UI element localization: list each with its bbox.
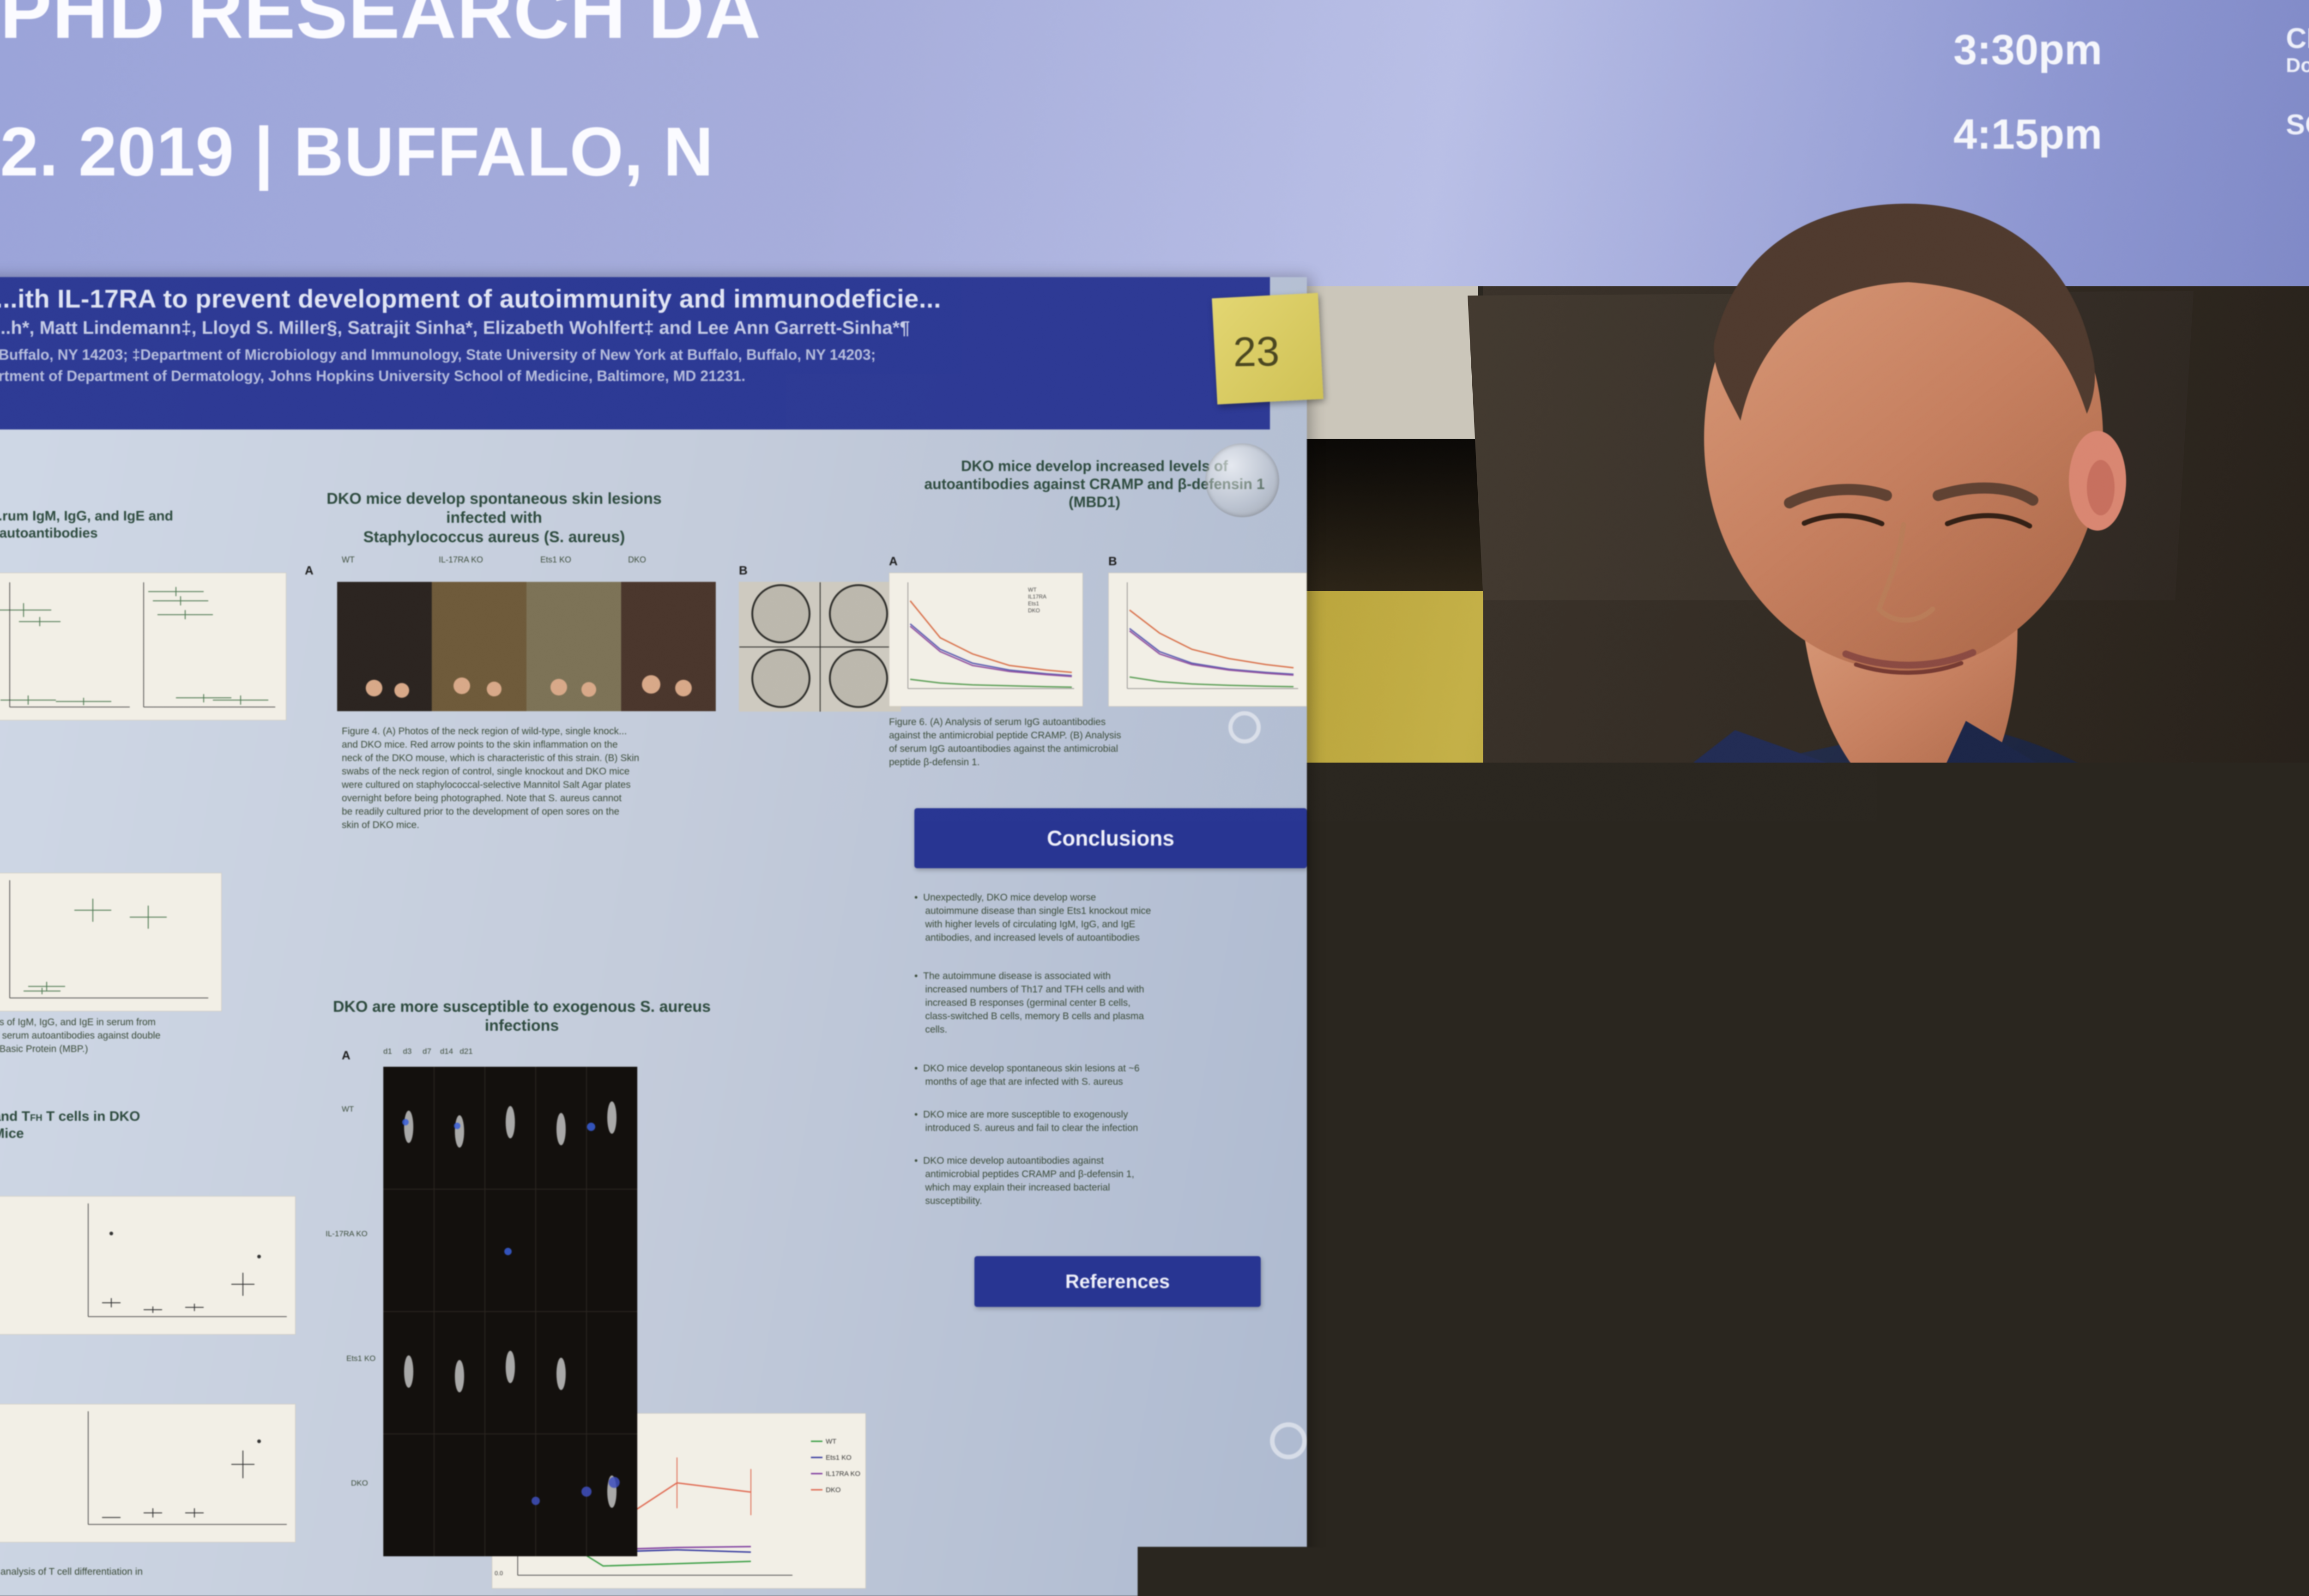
svg-text:WT: WT [826,1438,836,1445]
svg-text:IL17RA KO: IL17RA KO [826,1470,860,1478]
svg-text:Ets1 KO: Ets1 KO [826,1454,852,1462]
svg-text:DKO: DKO [826,1486,841,1494]
svg-text:DKO: DKO [1028,607,1040,614]
svg-text:WT: WT [1028,586,1037,593]
svg-text:Ets1: Ets1 [1028,600,1039,607]
svg-text:0.0: 0.0 [495,1570,503,1577]
svg-text:IL17RA: IL17RA [1028,593,1046,600]
